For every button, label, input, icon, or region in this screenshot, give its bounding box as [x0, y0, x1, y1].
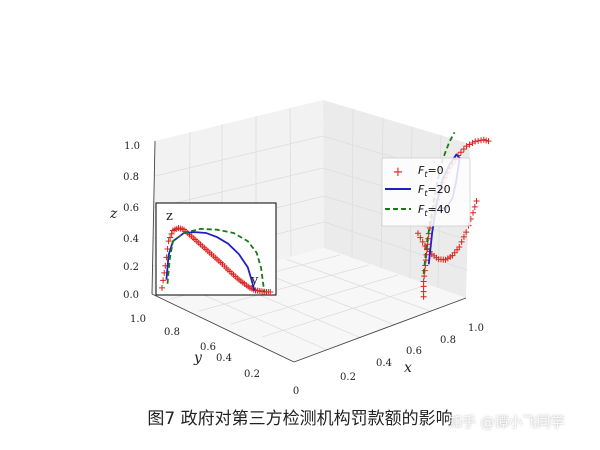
legend: + Ft=0 Ft=20 Ft=40	[381, 157, 471, 227]
y-tick-label: 0.4	[216, 353, 232, 364]
z-tick-label: 0.2	[123, 262, 139, 273]
main-marker-ft0	[419, 238, 426, 245]
z-tick-label: 0.4	[123, 234, 139, 245]
y-tick-label: 0.6	[200, 342, 216, 353]
y-tick-label: 0.8	[164, 327, 180, 338]
main-marker-ft0	[415, 230, 421, 237]
z-ticks: 1.0 0.8 0.6 0.4 0.2 0.0	[123, 141, 140, 301]
z-tick-label: 1.0	[124, 141, 140, 152]
x-tick-label: 0.4	[376, 358, 392, 369]
legend-entry-ft0: + Ft=0	[393, 164, 444, 180]
y-ticks: 1.0 0.8 0.6 0.4 0.2	[130, 314, 260, 380]
main-marker-ft0	[470, 209, 477, 216]
origin-tick-label: 0	[293, 386, 299, 397]
axis-edges	[151, 140, 467, 363]
main-marker-ft0	[457, 149, 464, 156]
main-marker-ft0	[417, 234, 424, 241]
legend-entry-ft40: Ft=40	[385, 203, 451, 218]
main-marker-ft0	[420, 293, 427, 300]
legend-label: Ft=0	[418, 164, 444, 179]
y-tick-label: 1.0	[130, 314, 146, 325]
z-tick-label: 0.8	[123, 172, 139, 183]
main-marker-ft0	[456, 243, 463, 250]
inset-marker-ft0	[159, 284, 165, 291]
z-axis-label: z	[109, 206, 118, 222]
x-tick-label: 1.0	[468, 323, 484, 334]
inset-marker-ft0	[167, 234, 174, 241]
main-marker-ft0	[460, 146, 467, 153]
inset-y-label: y	[250, 273, 259, 288]
main-marker-ft0	[471, 203, 478, 210]
x-tick-label: 0.6	[406, 346, 422, 357]
main-marker-ft0	[475, 137, 482, 144]
plus-marker-icon: +	[393, 165, 404, 180]
legend-label: Ft=20	[418, 183, 451, 198]
y-axis-label: y	[193, 350, 203, 366]
inset-marker-ft0	[165, 238, 172, 245]
main-marker-ft0	[420, 278, 427, 285]
inset-frame	[155, 202, 277, 296]
main-marker-ft0	[485, 138, 492, 145]
z-tick-label: 0.6	[123, 203, 139, 214]
inset-line-ft40	[166, 227, 266, 293]
main-marker-ft0	[473, 198, 480, 205]
x-tick-label: 0.8	[440, 335, 456, 346]
figure-caption: 图7 政府对第三方检测机构罚款额的影响	[147, 409, 453, 429]
inset-curves	[159, 225, 274, 295]
main-marker-ft0	[422, 257, 429, 264]
main-marker-ft0	[478, 137, 485, 144]
main-marker-ft0	[472, 138, 479, 145]
legend-entry-ft20: Ft=20	[385, 183, 451, 198]
legend-label: Ft=40	[418, 203, 451, 218]
inset-marker-ft0	[160, 277, 167, 284]
y-tick-label: 0.2	[244, 369, 260, 380]
x-ticks: 0.2 0.4 0.6 0.8 1.0	[340, 323, 484, 383]
main-marker-ft0	[460, 233, 467, 240]
inset-marker-ft0	[267, 289, 274, 295]
x-tick-label: 0.2	[340, 372, 356, 383]
x-axis-label: x	[404, 360, 412, 376]
z-tick-label: 0.0	[123, 290, 139, 301]
main-marker-ft0	[458, 238, 465, 245]
main-marker-ft0	[463, 229, 470, 236]
inset-marker-ft0	[168, 230, 175, 237]
inset-z-label: z	[166, 209, 173, 224]
watermark: 知乎 @谭小飞同学	[448, 415, 565, 431]
main-marker-ft0	[421, 273, 428, 280]
main-line-ft40	[422, 131, 456, 274]
inset-marker-ft0	[164, 246, 171, 253]
inset-plot: z y	[155, 202, 277, 296]
main-marker-ft0	[420, 288, 427, 295]
